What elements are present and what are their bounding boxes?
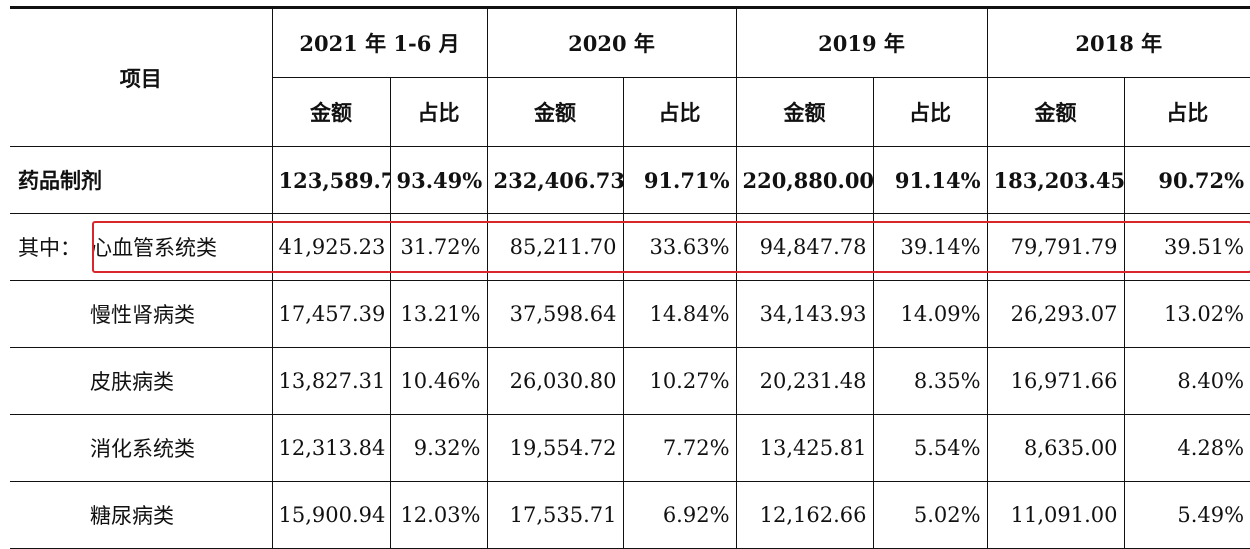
cell-amount: 26,030.80	[486, 347, 624, 415]
cell-ratio: 33.63%	[622, 213, 737, 281]
revenue-breakdown-table: 项目 2021 年 1-6 月 2020 年 2019 年 2018 年 金额 …	[10, 6, 1250, 549]
cell-amount: 19,554.72	[486, 414, 624, 482]
cell-amount: 220,880.00	[735, 146, 874, 214]
cell-ratio: 10.27%	[622, 347, 737, 415]
row-label: 消化系统类	[10, 414, 272, 482]
cell-ratio: 4.28%	[1123, 414, 1250, 482]
cell-amount: 12,162.66	[735, 481, 874, 549]
cell-ratio: 5.02%	[872, 481, 988, 549]
cell-amount: 79,791.79	[986, 213, 1125, 281]
cell-amount: 123,589.71	[271, 146, 390, 214]
header-period-2018: 2018 年	[986, 6, 1250, 78]
cell-amount: 17,457.39	[271, 280, 390, 348]
cell-ratio: 14.84%	[622, 280, 737, 348]
cell-ratio: 5.49%	[1123, 481, 1250, 549]
cell-amount: 183,203.45	[986, 146, 1125, 214]
header-amount: 金额	[271, 77, 390, 147]
cell-ratio: 93.49%	[389, 146, 488, 214]
header-period-2019: 2019 年	[735, 6, 988, 78]
table-row: 糖尿病类 15,900.94 12.03% 17,535.71 6.92% 12…	[10, 481, 1250, 549]
cell-ratio: 31.72%	[389, 213, 488, 281]
header-amount: 金额	[986, 77, 1125, 147]
cell-amount: 8,635.00	[986, 414, 1125, 482]
cell-ratio: 8.40%	[1123, 347, 1250, 415]
cell-amount: 41,925.23	[271, 213, 390, 281]
header-ratio: 占比	[872, 77, 988, 147]
cell-ratio: 91.14%	[872, 146, 988, 214]
table-row-total: 药品制剂 123,589.71 93.49% 232,406.73 91.71%…	[10, 146, 1250, 214]
cell-ratio: 13.21%	[389, 280, 488, 348]
cell-ratio: 90.72%	[1123, 146, 1250, 214]
cell-ratio: 6.92%	[622, 481, 737, 549]
header-ratio: 占比	[1123, 77, 1250, 147]
cell-amount: 34,143.93	[735, 280, 874, 348]
cell-amount: 94,847.78	[735, 213, 874, 281]
table-row: 慢性肾病类 17,457.39 13.21% 37,598.64 14.84% …	[10, 280, 1250, 348]
cell-ratio: 8.35%	[872, 347, 988, 415]
cell-ratio: 39.14%	[872, 213, 988, 281]
cell-ratio: 12.03%	[389, 481, 488, 549]
header-period-2020: 2020 年	[486, 6, 737, 78]
cell-amount: 15,900.94	[271, 481, 390, 549]
header-ratio: 占比	[622, 77, 737, 147]
header-item: 项目	[10, 6, 272, 147]
header-amount: 金额	[735, 77, 874, 147]
header-ratio: 占比	[389, 77, 488, 147]
detail-prefix: 其中：	[18, 236, 81, 260]
cell-ratio: 39.51%	[1123, 213, 1250, 281]
cell-amount: 13,425.81	[735, 414, 874, 482]
cell-amount: 11,091.00	[986, 481, 1125, 549]
cell-ratio: 7.72%	[622, 414, 737, 482]
cell-amount: 12,313.84	[271, 414, 390, 482]
cell-ratio: 13.02%	[1123, 280, 1250, 348]
row-label: 糖尿病类	[10, 481, 272, 549]
cell-amount: 37,598.64	[486, 280, 624, 348]
row-label-text: 心血管系统类	[91, 236, 217, 260]
cell-ratio: 10.46%	[389, 347, 488, 415]
table-row: 皮肤病类 13,827.31 10.46% 26,030.80 10.27% 2…	[10, 347, 1250, 415]
cell-amount: 16,971.66	[986, 347, 1125, 415]
row-label: 其中： 心血管系统类	[10, 213, 272, 281]
row-label: 药品制剂	[10, 146, 272, 214]
row-label: 皮肤病类	[10, 347, 272, 415]
header-period-2021h1: 2021 年 1-6 月	[271, 6, 488, 78]
table-row: 其中： 心血管系统类 41,925.23 31.72% 85,211.70 33.…	[10, 213, 1250, 281]
cell-amount: 13,827.31	[271, 347, 390, 415]
table-row: 消化系统类 12,313.84 9.32% 19,554.72 7.72% 13…	[10, 414, 1250, 482]
cell-ratio: 9.32%	[389, 414, 488, 482]
cell-ratio: 5.54%	[872, 414, 988, 482]
cell-amount: 232,406.73	[486, 146, 624, 214]
row-label: 慢性肾病类	[10, 280, 272, 348]
header-amount: 金额	[486, 77, 624, 147]
cell-amount: 20,231.48	[735, 347, 874, 415]
cell-amount: 26,293.07	[986, 280, 1125, 348]
cell-ratio: 14.09%	[872, 280, 988, 348]
cell-ratio: 91.71%	[622, 146, 737, 214]
cell-amount: 85,211.70	[486, 213, 624, 281]
cell-amount: 17,535.71	[486, 481, 624, 549]
